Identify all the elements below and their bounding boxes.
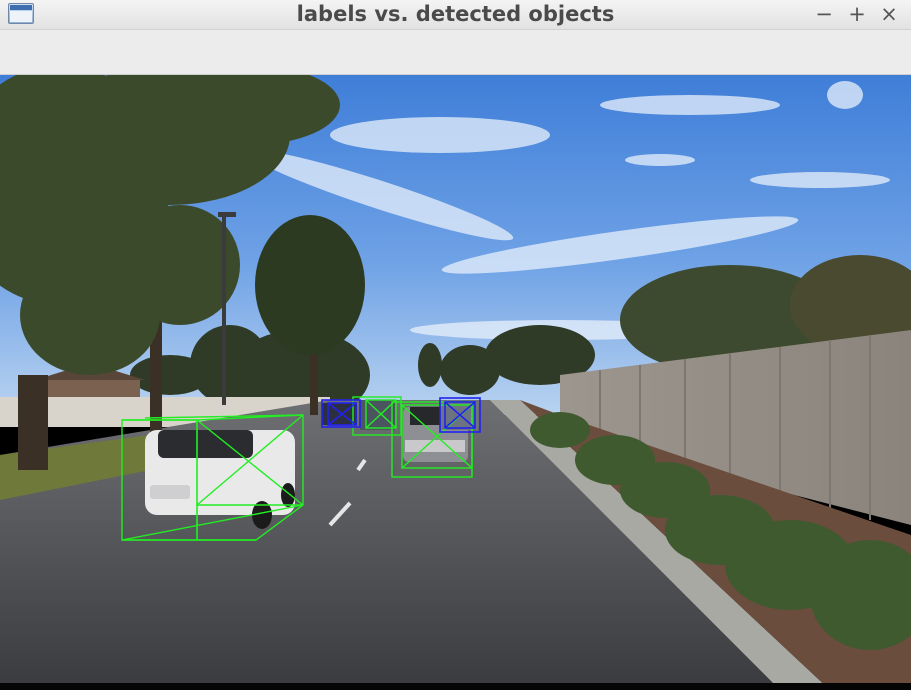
window-icon[interactable]: [8, 3, 34, 24]
label-box-distant-car: [352, 396, 402, 436]
toolbar-area: [0, 30, 911, 75]
white-car: [145, 430, 295, 529]
bottom-strip: [0, 683, 911, 690]
right-curb: [490, 400, 830, 690]
wall-seams: [599, 335, 871, 520]
minimize-button[interactable]: −: [815, 2, 833, 26]
left-foliage: [0, 75, 365, 375]
label-box-grey-car: [391, 401, 473, 478]
tree-trunks: [18, 315, 318, 470]
hedges: [530, 412, 911, 650]
window-title: labels vs. detected objects: [296, 2, 615, 26]
detection-box-right: [439, 397, 481, 433]
distant-car-2: [360, 400, 395, 430]
left-house: [40, 380, 140, 400]
lane-markings: [328, 458, 367, 527]
bounding-boxes: [121, 396, 481, 541]
detection-box-left: [321, 399, 361, 428]
image-canvas[interactable]: [0, 75, 911, 690]
right-wall: [560, 330, 911, 525]
street-lamp: [222, 215, 226, 405]
close-button[interactable]: ×: [880, 2, 898, 26]
maximize-button[interactable]: +: [848, 2, 866, 26]
label-box-white-car: [121, 414, 304, 541]
title-bar[interactable]: labels vs. detected objects − + ×: [0, 0, 911, 30]
street-scene-image: [0, 75, 911, 690]
